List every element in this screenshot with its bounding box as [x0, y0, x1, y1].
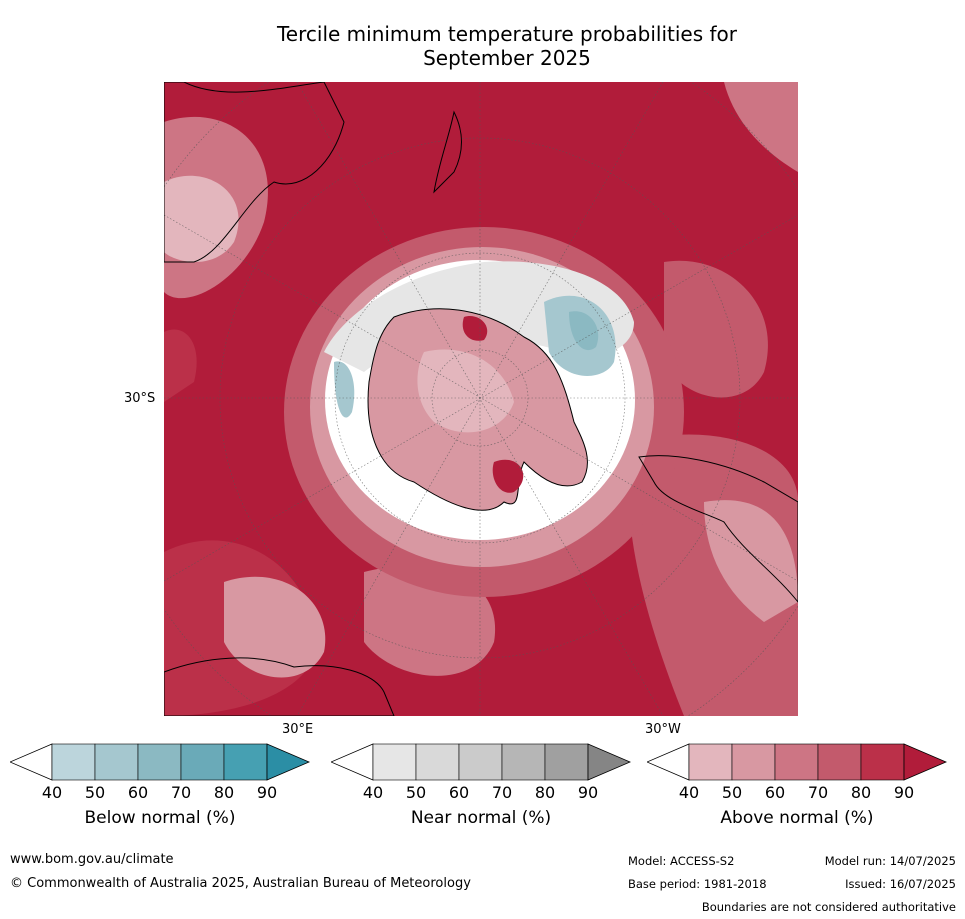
map-title: Tercile minimum temperature probabilitie…	[160, 22, 854, 70]
colorbar-above-tick-label: 60	[764, 783, 786, 802]
colorbar-below-segment	[94, 743, 139, 781]
footer-website: www.bom.gov.au/climate	[10, 852, 174, 867]
footer-issued: Issued: 16/07/2025	[845, 877, 956, 891]
colorbar-above-tick-label: 40	[678, 783, 700, 802]
colorbar-below-segment	[137, 743, 182, 781]
colorbar-near-segment	[458, 743, 503, 781]
below-normal-patch	[334, 361, 355, 418]
colorbar-above-high-extend	[903, 743, 947, 781]
colorbar-near-normal	[331, 743, 631, 781]
footer-model: Model: ACCESS-S2	[628, 854, 735, 868]
probability-map	[164, 82, 798, 716]
colorbar-near-tick-label: 80	[534, 783, 556, 802]
colorbar-below-segment	[51, 743, 96, 781]
footer-base-period: Base period: 1981-2018	[628, 877, 767, 891]
colorbar-near-segment	[372, 743, 417, 781]
above-normal-patch	[462, 316, 488, 341]
above-normal-patch	[704, 500, 798, 622]
footer-disclaimer: Boundaries are not considered authoritat…	[701, 900, 956, 914]
colorbar-above-low-extend	[647, 743, 690, 781]
colorbar-above-tick-label: 70	[807, 783, 829, 802]
colorbar-above-segment	[688, 743, 733, 781]
south-america-coastline	[638, 455, 798, 603]
colorbar-near-segment	[501, 743, 546, 781]
colorbar-label-above: Above normal (%)	[720, 808, 874, 828]
colorbar-above-segment	[860, 743, 905, 781]
colorbar-near-segment	[415, 743, 460, 781]
colorbar-below-tick-label: 40	[41, 783, 63, 802]
colorbar-near-tick-label: 40	[362, 783, 384, 802]
new-zealand-coastline	[433, 110, 462, 194]
above-normal-patch	[164, 329, 197, 402]
colorbar-below-segment	[223, 743, 268, 781]
colorbar-above-segment	[731, 743, 776, 781]
above-normal-patch	[492, 459, 524, 493]
colorbar-near-tick-label: 50	[405, 783, 427, 802]
colorbar-near-segment	[544, 743, 589, 781]
below-normal-patch	[569, 311, 599, 351]
colorbar-near-tick-label: 70	[491, 783, 513, 802]
title-line-1: Tercile minimum temperature probabilitie…	[276, 22, 738, 46]
above-normal-patch	[224, 576, 326, 678]
graticule	[164, 82, 798, 716]
colorbar-below-normal	[10, 743, 310, 781]
colorbar-label-below: Below normal (%)	[84, 808, 236, 828]
colorbar-below-tick-label: 90	[256, 783, 278, 802]
lon-label-30e: 30°E	[282, 722, 314, 737]
colorbar-above-segment	[817, 743, 862, 781]
colorbar-below-low-extend	[10, 743, 53, 781]
above-normal-patch	[724, 82, 798, 172]
colorbar-label-near: Near normal (%)	[410, 808, 552, 828]
colorbar-below-tick-label: 50	[84, 783, 106, 802]
colorbar-near-low-extend	[331, 743, 374, 781]
australia-coastline	[164, 82, 345, 263]
colorbar-below-tick-label: 70	[170, 783, 192, 802]
colorbar-below-tick-label: 80	[213, 783, 235, 802]
map-svg	[164, 82, 798, 716]
colorbar-above-segment	[774, 743, 819, 781]
lat-label-30s: 30°S	[124, 391, 156, 406]
colorbar-above-tick-label: 90	[893, 783, 915, 802]
africa-coastline	[164, 657, 395, 716]
colorbar-below-tick-label: 60	[127, 783, 149, 802]
colorbar-near-tick-label: 60	[448, 783, 470, 802]
title-line-2: September 2025	[423, 46, 591, 70]
colorbar-near-tick-label: 90	[577, 783, 599, 802]
colorbar-below-high-extend	[266, 743, 310, 781]
colorbar-above-tick-label: 80	[850, 783, 872, 802]
colorbar-above-tick-label: 50	[721, 783, 743, 802]
above-normal-patch	[417, 349, 514, 433]
colorbar-below-segment	[180, 743, 225, 781]
footer-copyright: © Commonwealth of Australia 2025, Austra…	[10, 876, 471, 891]
lon-label-30w: 30°W	[645, 722, 681, 737]
colorbar-above-normal	[647, 743, 947, 781]
footer-model-run: Model run: 14/07/2025	[824, 854, 956, 868]
above-normal-patch	[628, 434, 798, 716]
above-normal-patch	[164, 175, 239, 262]
above-normal-patch	[664, 260, 768, 398]
colorbar-near-high-extend	[587, 743, 631, 781]
